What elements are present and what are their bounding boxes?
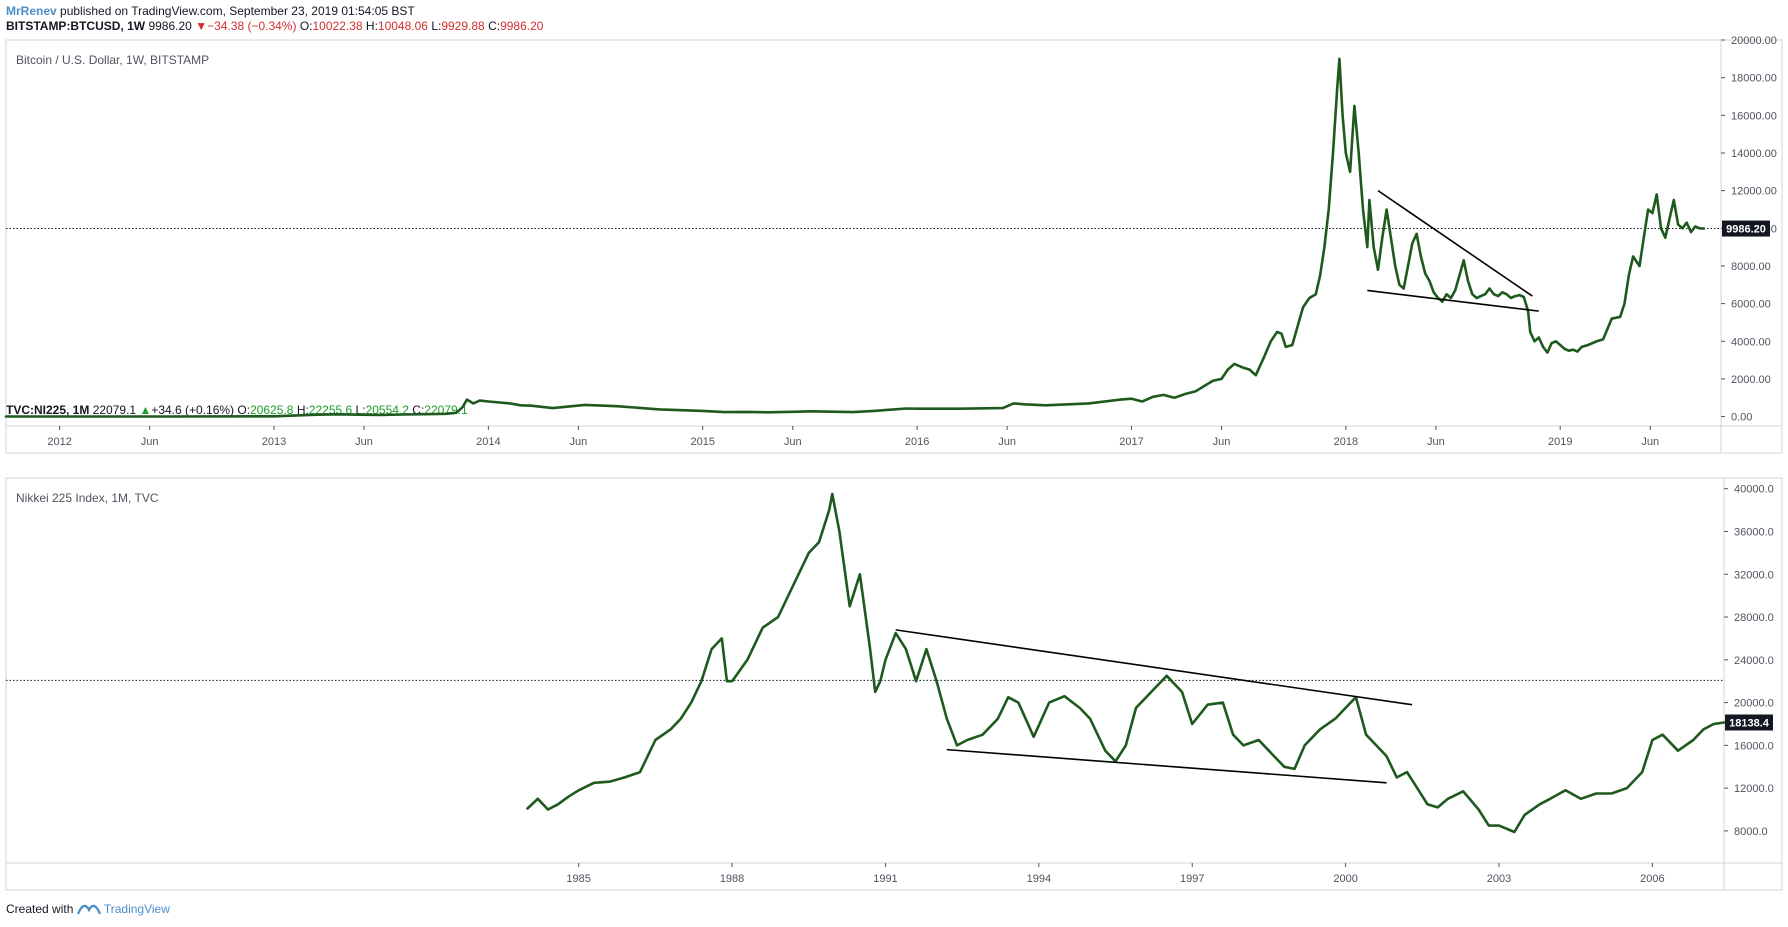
btc-close-label: C: <box>488 19 501 33</box>
nikkei-y-tick-label: 24000.0 <box>1734 655 1774 667</box>
btc-x-tick-label: 2016 <box>905 436 929 448</box>
nikkei-y-tick-label: 32000.0 <box>1734 569 1774 581</box>
btc-pane-title: Bitcoin / U.S. Dollar, 1W, BITSTAMP <box>16 53 210 67</box>
btc-low: 9929.88 <box>441 19 485 33</box>
btc-y-tick-label: 2000.00 <box>1731 374 1771 386</box>
btc-open: 10022.38 <box>312 19 363 33</box>
nikkei-high-label: H: <box>296 403 309 417</box>
nikkei-trendline-upper <box>895 629 1413 706</box>
nikkei-x-tick-label: 1985 <box>566 873 590 885</box>
btc-low-label: L: <box>431 19 442 33</box>
btc-x-tick-label: Jun <box>998 436 1016 448</box>
btc-price-tag <box>1722 220 1770 237</box>
btc-x-axis: 2012 Jun 2013 Jun 2014 Jun 2015 Jun 2016 Jun 2017 J… <box>47 426 1659 448</box>
tradingview-logo-icon <box>76 902 104 916</box>
nikkei-y-tick-label: 28000.0 <box>1734 612 1774 624</box>
publish-header: MrRenev published on TradingView.com, Se… <box>6 4 415 18</box>
btc-trendline-lower <box>1367 289 1539 312</box>
btc-x-tick-label: 2012 <box>47 436 71 448</box>
nikkei-price-tag-label: 18138.4 <box>1729 717 1770 729</box>
btc-x-tick-label: Jun <box>1213 436 1231 448</box>
published-text: published on TradingView.com, September … <box>60 4 415 18</box>
nikkei-price-line <box>526 492 1726 834</box>
btc-price-tag-label: 9986.20 <box>1726 224 1766 236</box>
nikkei-open-label: O: <box>237 403 251 417</box>
btc-x-tick-label: Jun <box>1641 436 1659 448</box>
nikkei-x-tick-label: 2000 <box>1333 873 1357 885</box>
btc-high: 10048.06 <box>377 19 428 33</box>
btc-x-tick-label: 2017 <box>1119 436 1143 448</box>
up-arrow-icon: ▲ <box>139 403 152 417</box>
btc-pane-frame <box>5 39 1783 454</box>
btc-last: 9986.20 <box>148 19 192 33</box>
btc-y-tick-label: 8000.00 <box>1731 261 1771 273</box>
btc-close: 9986.20 <box>500 19 544 33</box>
nikkei-x-tick-label: 1988 <box>720 873 744 885</box>
nikkei-low-label: L: <box>355 403 366 417</box>
btc-x-tick-label: 2014 <box>476 436 500 448</box>
btc-open-label: O: <box>299 19 313 33</box>
nikkei-open: 20625.8 <box>250 403 294 417</box>
btc-y-tick-label: 12000.00 <box>1731 186 1777 198</box>
nikkei-trendline-lower <box>946 748 1387 784</box>
nikkei-y-tick-label: 20000.0 <box>1734 698 1774 710</box>
btc-x-tick-label: 2019 <box>1548 436 1572 448</box>
nikkei-x-tick-label: 1994 <box>1027 873 1051 885</box>
nikkei-change: +34.6 (+0.16%) <box>151 403 235 417</box>
btc-x-tick-label: 2015 <box>690 436 714 448</box>
tradingview-brand[interactable]: TradingView <box>103 902 170 916</box>
nikkei-x-tick-label: 2006 <box>1640 873 1664 885</box>
footer: Created with TradingView <box>6 902 170 916</box>
author-link[interactable]: MrRenev <box>6 4 57 18</box>
nikkei-pane-title: Nikkei 225 Index, 1M, TVC <box>16 491 159 505</box>
nikkei-y-tick-label: 8000.0 <box>1734 826 1768 838</box>
btc-x-tick-label: Jun <box>784 436 802 448</box>
nikkei-x-tick-label: 1997 <box>1180 873 1204 885</box>
nikkei-y-tick-label: 40000.0 <box>1734 484 1774 496</box>
btc-y-tick-label: 6000.00 <box>1731 299 1771 311</box>
nikkei-x-tick-label: 1991 <box>873 873 897 885</box>
down-arrow-icon: ▼ <box>195 19 208 33</box>
btc-y-tick-label: 18000.00 <box>1731 73 1777 85</box>
btc-x-tick-label: Jun <box>355 436 373 448</box>
created-with-text: Created with <box>6 902 74 916</box>
btc-info-bar: BITSTAMP:BTCUSD, 1W 9986.20 ▼−34.38 (−0.… <box>6 19 543 33</box>
nikkei-y-tick-label: 36000.0 <box>1734 526 1774 538</box>
btc-x-tick-label: Jun <box>1427 436 1445 448</box>
nikkei-y-axis: 40000.0 36000.0 32000.0 28000.0 24000.0 20000… <box>1724 484 1774 838</box>
nikkei-y-tick-label: 12000.0 <box>1734 783 1774 795</box>
btc-y-tick-label: 4000.00 <box>1731 336 1771 348</box>
btc-x-tick-label: 2013 <box>262 436 286 448</box>
btc-y-tick-label: 16000.00 <box>1731 110 1777 122</box>
btc-change: −34.38 (−0.34%) <box>207 19 297 33</box>
btc-price-line <box>4 57 1706 418</box>
btc-y-tick-label: 14000.00 <box>1731 148 1777 160</box>
nikkei-last: 22079.1 <box>92 403 137 417</box>
btc-trendline-upper <box>1377 189 1533 297</box>
nikkei-x-axis: 1985 1988 1991 1994 1997 2000 2003 2006 <box>566 863 1665 885</box>
btc-y-axis: 20000.00 18000.00 16000.00 14000.00 12000.00… <box>1721 35 1777 424</box>
btc-x-tick-label: Jun <box>570 436 588 448</box>
btc-y-tick-label: 0.00 <box>1731 412 1752 424</box>
btc-high-label: H: <box>365 19 378 33</box>
nikkei-pane-frame <box>5 477 1783 891</box>
btc-x-tick-label: Jun <box>141 436 159 448</box>
nikkei-symbol: TVC:NI225, 1M <box>6 403 90 417</box>
nikkei-y-tick-label: 16000.0 <box>1734 740 1774 752</box>
btc-y-tick-label: 20000.00 <box>1731 35 1777 47</box>
btc-symbol: BITSTAMP:BTCUSD, 1W <box>6 19 146 33</box>
nikkei-price-tag <box>1725 714 1773 731</box>
nikkei-x-tick-label: 2003 <box>1487 873 1511 885</box>
btc-x-tick-label: 2018 <box>1334 436 1358 448</box>
